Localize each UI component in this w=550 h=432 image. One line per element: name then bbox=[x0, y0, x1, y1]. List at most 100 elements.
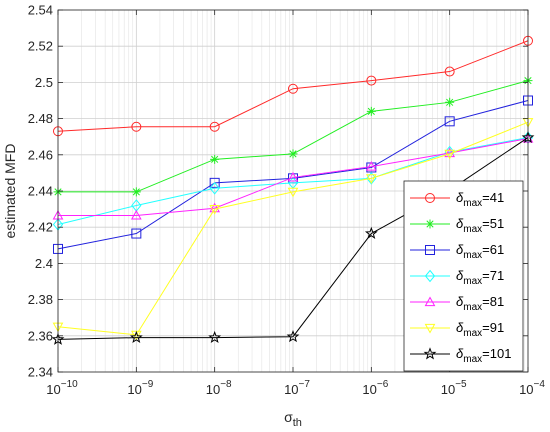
y-axis-label: estimated MFD bbox=[2, 144, 18, 239]
data-point-marker bbox=[365, 161, 377, 171]
data-point-marker bbox=[424, 323, 436, 334]
y-tick-label: 2.48 bbox=[28, 111, 53, 126]
legend-label-value: =71 bbox=[482, 268, 504, 283]
x-axis-tick-labels: 10−10 10−9 10−8 10−7 10−6 10−5 10−4 bbox=[46, 379, 545, 397]
data-point-marker bbox=[366, 106, 376, 116]
data-point-marker bbox=[445, 97, 455, 107]
x-tick-label-exponent: −7 bbox=[299, 379, 311, 390]
y-tick-label: 2.4 bbox=[35, 256, 53, 271]
legend: δmax=41δmax=51δmax=61δmax=71δmax=81δmax=… bbox=[403, 180, 524, 372]
data-point-marker bbox=[364, 226, 378, 239]
x-tick-label: 10−8 bbox=[206, 379, 232, 397]
x-tick-label: 10−4 bbox=[519, 379, 545, 397]
legend-label-symbol: δ bbox=[456, 346, 464, 361]
data-point-marker bbox=[366, 75, 377, 86]
x-tick-label-exponent: −4 bbox=[534, 379, 546, 390]
data-point-marker bbox=[424, 269, 436, 283]
data-point-marker bbox=[129, 330, 143, 344]
data-point-marker bbox=[444, 116, 455, 127]
data-point-marker bbox=[130, 209, 142, 220]
data-point-marker bbox=[286, 329, 300, 343]
data-point-marker bbox=[209, 205, 221, 215]
x-tick-label: 10−9 bbox=[127, 379, 153, 397]
legend-label-symbol: δ bbox=[456, 320, 464, 335]
x-tick-label: 10−7 bbox=[284, 379, 310, 397]
x-tick-label: 10−6 bbox=[362, 379, 388, 397]
y-tick-label: 2.46 bbox=[28, 147, 53, 162]
legend-label-symbol: δ bbox=[456, 190, 464, 205]
x-tick-label-exponent: −8 bbox=[220, 379, 232, 390]
data-point-marker bbox=[287, 187, 299, 198]
data-point-marker bbox=[131, 121, 142, 132]
data-point-marker bbox=[444, 149, 456, 160]
legend-item: δmax=81 bbox=[410, 294, 504, 313]
legend-label-symbol: δ bbox=[456, 268, 464, 283]
data-point-marker bbox=[423, 347, 437, 360]
data-point-marker bbox=[287, 171, 299, 182]
x-tick-label-base: 10 bbox=[362, 382, 376, 397]
data-point-marker bbox=[425, 193, 435, 203]
legend-label: δmax=91 bbox=[456, 320, 504, 339]
x-tick-label: 10−10 bbox=[46, 379, 78, 397]
data-point-marker bbox=[209, 181, 220, 195]
legend-label-subscript: max bbox=[463, 276, 482, 287]
legend-label-subscript: max bbox=[463, 354, 482, 365]
legend-label-symbol: δ bbox=[456, 242, 464, 257]
x-tick-label-exponent: −5 bbox=[455, 379, 467, 390]
x-tick-label-base: 10 bbox=[284, 382, 298, 397]
legend-label: δmax=61 bbox=[456, 242, 504, 261]
legend-label-value: =51 bbox=[482, 216, 504, 231]
legend-label-symbol: δ bbox=[456, 294, 464, 309]
x-axis-label-main: σ bbox=[284, 409, 293, 425]
legend-label-subscript: max bbox=[463, 198, 482, 209]
legend-item: δmax=101 bbox=[410, 346, 511, 365]
legend-label: δmax=51 bbox=[456, 216, 504, 235]
y-tick-label: 2.34 bbox=[28, 365, 53, 380]
x-tick-label-exponent: −6 bbox=[377, 379, 389, 390]
y-axis-tick-labels: 2.34 2.36 2.38 2.4 2.42 2.44 2.46 2.48 2.5 2.52 2.… bbox=[28, 3, 53, 380]
data-point-marker bbox=[425, 245, 435, 255]
legend-label-value: =101 bbox=[482, 346, 511, 361]
y-tick-label: 2.38 bbox=[28, 292, 53, 307]
x-tick-label-exponent: −9 bbox=[142, 379, 154, 390]
series-line bbox=[57, 121, 529, 336]
x-tick-label-base: 10 bbox=[441, 382, 455, 397]
legend-item: δmax=41 bbox=[410, 190, 504, 209]
x-tick-label: 10−5 bbox=[441, 379, 467, 397]
legend-item: δmax=71 bbox=[410, 268, 504, 287]
legend-item: δmax=51 bbox=[410, 216, 504, 235]
x-tick-label-exponent: −10 bbox=[61, 379, 78, 390]
y-tick-label: 2.54 bbox=[28, 3, 53, 18]
data-point-marker bbox=[444, 66, 455, 77]
data-point-marker bbox=[288, 149, 298, 159]
data-point-marker bbox=[365, 174, 377, 184]
data-point-marker bbox=[208, 330, 222, 344]
data-point-marker bbox=[288, 83, 298, 94]
y-tick-label: 2.52 bbox=[28, 39, 53, 54]
legend-label-subscript: max bbox=[463, 302, 482, 313]
series-layer bbox=[51, 35, 535, 345]
legend-label: δmax=41 bbox=[456, 190, 504, 209]
series-line bbox=[57, 100, 529, 250]
y-tick-label: 2.5 bbox=[35, 75, 53, 90]
data-point-marker bbox=[131, 187, 141, 197]
legend-label-value: =81 bbox=[482, 294, 504, 309]
x-tick-label-base: 10 bbox=[46, 382, 60, 397]
x-tick-label-base: 10 bbox=[206, 382, 220, 397]
legend-label-value: =41 bbox=[482, 190, 504, 205]
series-line bbox=[58, 138, 529, 216]
legend-label-symbol: δ bbox=[456, 216, 464, 231]
data-point-marker bbox=[425, 219, 435, 229]
y-tick-label: 2.42 bbox=[28, 220, 53, 235]
y-tick-label: 2.36 bbox=[28, 328, 53, 343]
data-point-marker bbox=[210, 154, 220, 164]
data-point-marker bbox=[209, 177, 220, 188]
legend-label-subscript: max bbox=[463, 250, 482, 261]
data-point-marker bbox=[209, 202, 221, 213]
data-point-marker bbox=[424, 296, 436, 307]
series-line bbox=[57, 40, 529, 132]
data-point-marker bbox=[131, 228, 142, 239]
axis-ticks bbox=[57, 9, 529, 373]
legend-item: δmax=61 bbox=[410, 242, 504, 261]
